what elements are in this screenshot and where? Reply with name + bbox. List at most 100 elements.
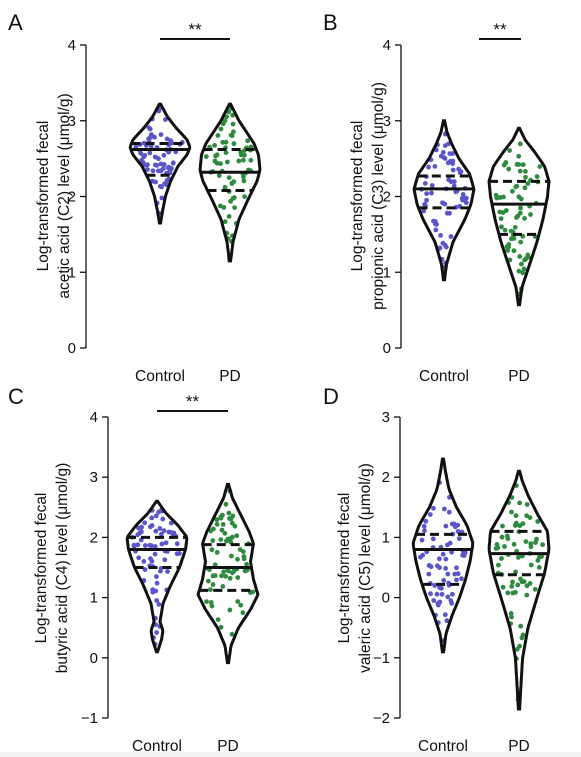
pd-data-point <box>244 561 250 567</box>
pd-data-point <box>502 227 508 233</box>
pd-data-point <box>231 129 236 135</box>
control-data-point <box>453 189 459 195</box>
control-data-point <box>147 542 153 548</box>
pd-data-point <box>241 178 247 184</box>
pd-data-point <box>225 536 231 542</box>
control-data-point <box>419 537 425 543</box>
pd-data-point <box>505 590 511 596</box>
pd-data-point <box>208 528 214 534</box>
pd-data-point <box>519 261 524 267</box>
pd-data-point <box>230 121 236 127</box>
pd-data-point <box>522 185 528 191</box>
control-data-point <box>165 569 170 574</box>
pd-data-point <box>503 208 509 213</box>
control-data-point <box>161 528 167 534</box>
violin-outline <box>125 499 189 654</box>
control-data-point <box>131 543 137 549</box>
panel-A: A Log-transformed fecal acetic acid (C2) l… <box>8 10 262 385</box>
x-category-label: PD <box>508 738 530 755</box>
pd-data-point <box>499 556 504 561</box>
control-data-point <box>161 152 167 158</box>
control-data-point <box>437 565 442 571</box>
y-tick-label: 4 <box>383 37 391 54</box>
pd-data-point <box>218 537 224 542</box>
y-tick-label: 2 <box>382 469 390 486</box>
pd-data-point <box>221 569 227 575</box>
control-data-point <box>438 153 444 159</box>
control-data-point <box>449 521 455 527</box>
pd-data-point <box>215 133 221 138</box>
pd-data-point <box>214 521 220 527</box>
control-data-point <box>442 506 447 512</box>
control-data-point <box>448 234 454 239</box>
control-data-point <box>163 117 168 122</box>
pd-data-point <box>504 244 510 250</box>
pd-data-point <box>243 568 249 573</box>
pd-data-point <box>533 540 538 545</box>
pd-data-point <box>520 632 526 638</box>
pd-data-point <box>222 530 228 536</box>
pd-data-point <box>517 168 523 174</box>
pd-data-point <box>522 257 527 263</box>
pd-data-point <box>230 513 236 519</box>
control-data-point <box>162 557 168 563</box>
y-axis-label-line2: valeric acid (C5) level (μmol/g) <box>357 463 374 673</box>
panel-D: D Log-transformed fecal valeric acid (C5) … <box>323 384 551 755</box>
control-data-point <box>136 525 141 531</box>
pd-data-point <box>212 143 218 148</box>
control-data-point <box>145 167 150 172</box>
control-data-point <box>463 200 469 206</box>
pd-data-point <box>232 205 238 211</box>
pd-data-point <box>230 196 236 201</box>
y-tick-label: 2 <box>90 529 98 546</box>
y-tick-label: 4 <box>68 37 76 54</box>
control-data-point <box>455 529 461 534</box>
pd-data-point <box>227 607 233 613</box>
y-tick-label: 3 <box>90 469 98 486</box>
control-data-point <box>153 179 158 185</box>
pd-data-point <box>513 520 519 526</box>
pd-data-point <box>226 568 231 574</box>
control-data-point <box>152 544 158 549</box>
pd-data-point <box>229 631 235 637</box>
pd-data-point <box>508 611 514 616</box>
pd-data-point <box>501 162 507 168</box>
pd-data-point <box>209 603 215 609</box>
y-axis-label-line2: butyric acid (C4) level (μmol/g) <box>54 463 71 673</box>
pd-data-point <box>493 192 499 198</box>
pd-data-point <box>230 112 236 118</box>
control-data-point <box>449 549 454 555</box>
control-data-point <box>136 555 142 561</box>
pd-data-point <box>515 213 521 219</box>
control-data-point <box>157 183 163 189</box>
pd-data-point <box>235 556 240 562</box>
pd-data-point <box>512 225 518 230</box>
pd-data-point <box>513 569 518 575</box>
pd-data-point <box>238 602 244 608</box>
pd-data-point <box>248 157 254 163</box>
control-data-point <box>137 530 143 536</box>
pd-data-point <box>226 510 232 516</box>
control-data-point <box>424 191 429 197</box>
x-category-label: PD <box>508 368 530 385</box>
pd-data-point <box>220 522 226 527</box>
control-data-point <box>435 601 441 606</box>
pd-data-point <box>520 162 526 168</box>
pd-data-point <box>498 216 504 222</box>
control-data-point <box>439 591 445 597</box>
violin-outline <box>196 482 260 665</box>
pd-data-point <box>524 592 530 598</box>
y-tick-label: 3 <box>68 113 76 130</box>
control-data-point <box>432 583 437 588</box>
control-data-point <box>430 536 436 542</box>
control-data-point <box>174 541 180 547</box>
control-data-point <box>142 520 148 526</box>
control-data-point <box>447 540 453 546</box>
control-data-point <box>460 552 465 558</box>
pd-data-point <box>517 254 523 259</box>
control-data-point <box>148 524 153 530</box>
panel-B: B Log-transformed fecal propionic acid (C3… <box>323 10 551 385</box>
control-data-point <box>455 571 461 577</box>
pd-data-point <box>521 579 527 584</box>
control-data-point <box>168 138 174 144</box>
